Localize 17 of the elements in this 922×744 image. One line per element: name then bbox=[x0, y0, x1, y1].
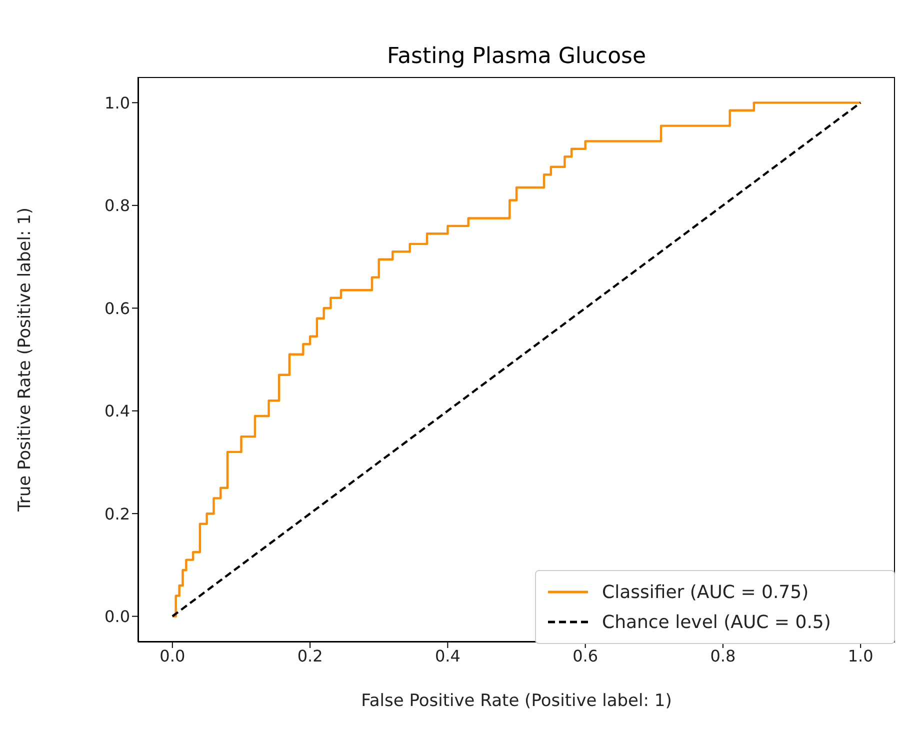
y-tick-label: 0.8 bbox=[104, 196, 130, 216]
x-tick-label: 0.8 bbox=[710, 646, 736, 666]
x-tick-label: 0.6 bbox=[572, 646, 598, 666]
x-tick-label: 1.0 bbox=[848, 646, 874, 666]
x-axis-title: False Positive Rate (Positive label: 1) bbox=[361, 691, 672, 711]
y-tick-label: 0.6 bbox=[104, 298, 130, 318]
y-tick-label: 1.0 bbox=[104, 93, 130, 112]
y-tick-label: 0.4 bbox=[104, 402, 130, 421]
y-tick-label: 0.0 bbox=[104, 607, 130, 626]
legend-label: Classifier (AUC = 0.75) bbox=[602, 582, 809, 602]
y-tick-label: 0.2 bbox=[104, 504, 130, 524]
chart-title: Fasting Plasma Glucose bbox=[386, 44, 648, 69]
x-tick-label: 0.0 bbox=[160, 646, 186, 666]
legend-label: Chance level (AUC = 0.5) bbox=[602, 612, 831, 632]
y-axis-title: True Positive Rate (Positive label: 1) bbox=[15, 207, 36, 513]
x-tick-label: 0.4 bbox=[434, 646, 460, 666]
x-tick-label: 0.2 bbox=[297, 646, 323, 666]
